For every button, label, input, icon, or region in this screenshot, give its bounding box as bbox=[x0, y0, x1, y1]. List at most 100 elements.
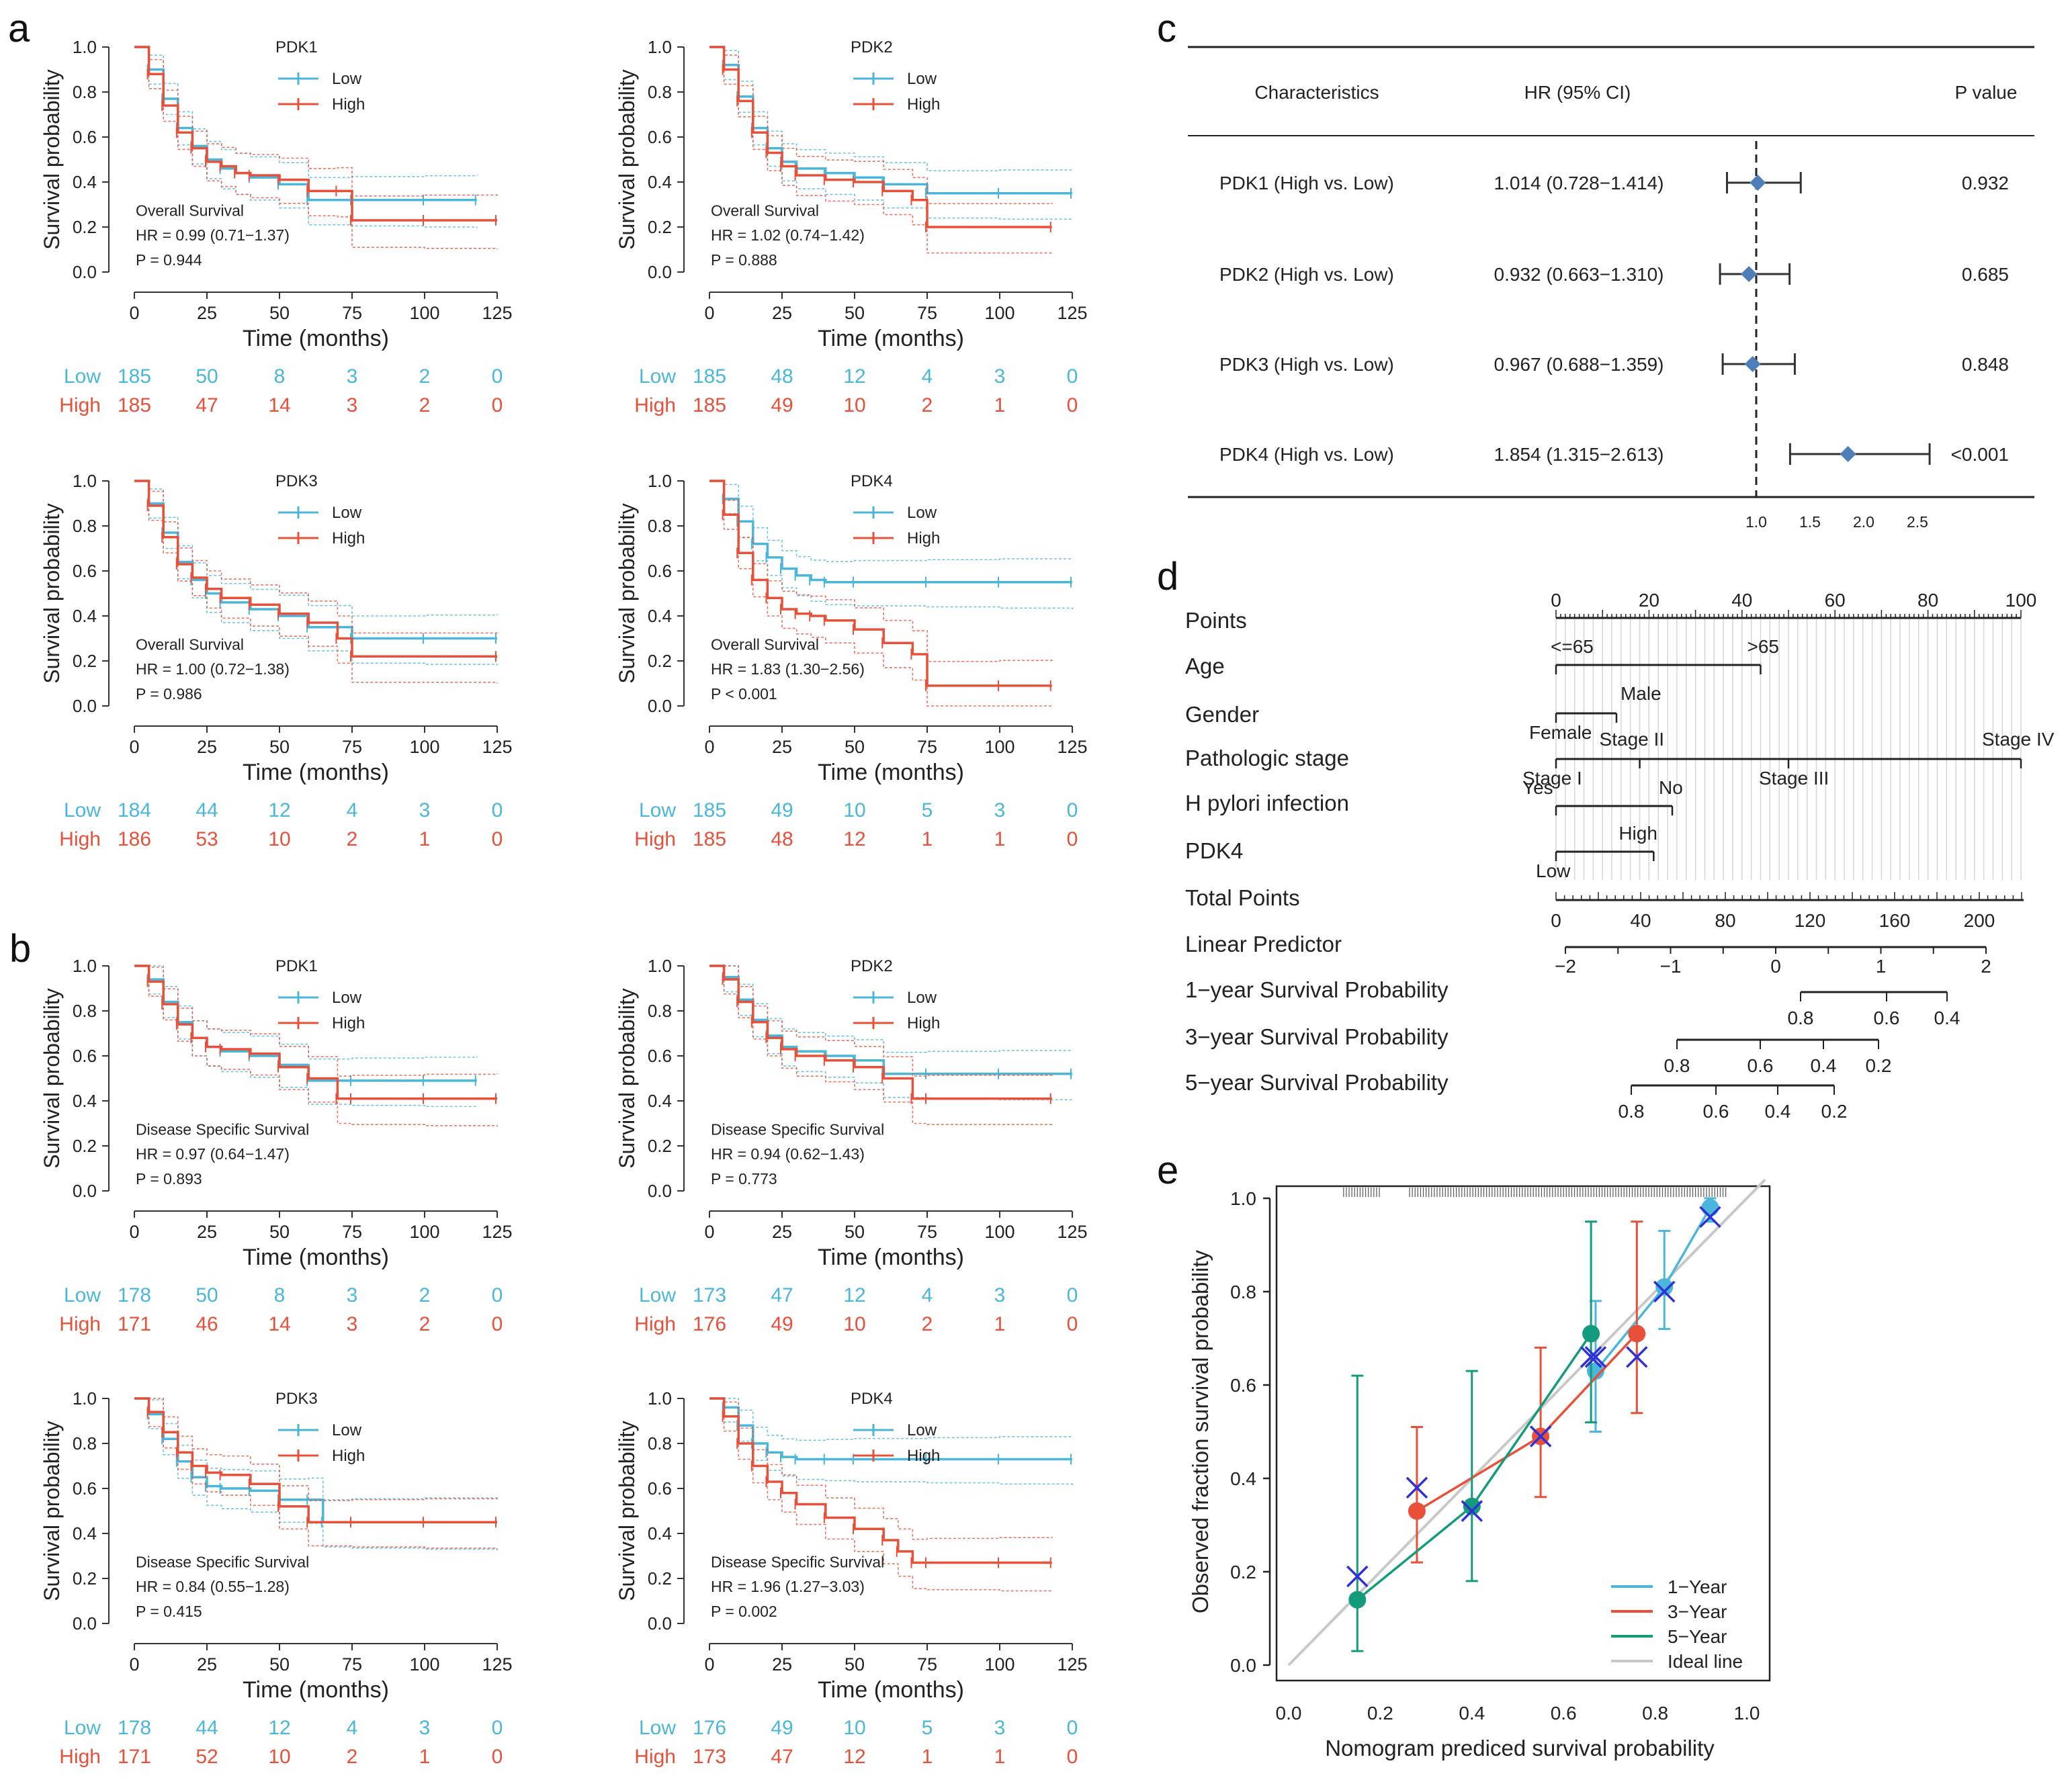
risk-count-high: 53 bbox=[196, 828, 218, 850]
survival-curve-high bbox=[709, 965, 1052, 1100]
ideal-line bbox=[1287, 1178, 1766, 1666]
y-tick-label: 0.4 bbox=[73, 172, 97, 192]
y-tick-label: 0.8 bbox=[648, 1433, 672, 1454]
risk-count-low: 49 bbox=[771, 799, 793, 821]
survival-curve-high bbox=[134, 46, 497, 222]
ci-lower-high bbox=[134, 46, 498, 250]
ci-upper-high bbox=[134, 965, 498, 1077]
km-plot-b-pdk1: 0.0 0.2 0.4 0.6 0.8 1.0 0 25 50 75 100 125 Time (mon… bbox=[40, 956, 513, 1335]
ci-upper-high bbox=[134, 1398, 498, 1501]
ci-upper-low bbox=[709, 965, 1073, 1053]
hr-point bbox=[1741, 266, 1758, 282]
risk-count-low: 12 bbox=[843, 365, 865, 388]
x-tick-label: 0.2 bbox=[1367, 1703, 1393, 1724]
x-axis-title: Time (months) bbox=[818, 1245, 964, 1270]
survival-curve-high bbox=[134, 1397, 497, 1523]
risk-count-high: 2 bbox=[347, 1746, 358, 1768]
survival-scale-label: 0.8 bbox=[1618, 1101, 1645, 1122]
x-tick-label: 25 bbox=[197, 1654, 217, 1675]
risk-table-low-label: Low bbox=[64, 1284, 101, 1306]
y-tick-label: 0.0 bbox=[73, 1181, 97, 1201]
row-label: PDK3 (High vs. Low) bbox=[1219, 354, 1394, 375]
bias-corrected-cross bbox=[1406, 1476, 1428, 1499]
ci-lower-high bbox=[709, 1398, 1053, 1593]
x-tick-label: 75 bbox=[917, 1654, 937, 1675]
points-tick-label: 80 bbox=[1917, 590, 1938, 611]
calibration-point-5-year bbox=[1582, 1325, 1600, 1343]
y-tick-label: 0.6 bbox=[648, 1046, 672, 1066]
y-axis-title: Survival probability bbox=[615, 69, 639, 250]
y-tick-label: 0.0 bbox=[648, 262, 672, 282]
risk-count-low: 0 bbox=[492, 1717, 503, 1739]
x-axis-title: Time (months) bbox=[818, 326, 964, 351]
survival-curve-low bbox=[709, 480, 1072, 584]
risk-count-low: 44 bbox=[196, 1717, 218, 1739]
risk-count-high: 12 bbox=[843, 828, 865, 850]
legend-label: 3−Year bbox=[1668, 1601, 1727, 1622]
risk-count-high: 1 bbox=[994, 828, 1006, 850]
survival-scale-label: 0.2 bbox=[1866, 1055, 1892, 1076]
calibration-point-1-year bbox=[1655, 1278, 1674, 1296]
x-tick-label: 25 bbox=[772, 1222, 792, 1242]
risk-count-high: 0 bbox=[492, 1313, 503, 1335]
x-tick-label: 75 bbox=[342, 303, 362, 323]
y-tick-label: 1.0 bbox=[73, 37, 97, 57]
points-tick-label: 0 bbox=[1551, 590, 1561, 611]
calibration-point-5-year bbox=[1463, 1497, 1481, 1515]
risk-count-low: 173 bbox=[693, 1284, 726, 1306]
risk-count-low: 3 bbox=[419, 799, 431, 821]
ci-lower-low bbox=[134, 1398, 498, 1551]
x-tick-label: 100 bbox=[409, 1222, 439, 1242]
survival-scale-label: 0.4 bbox=[1934, 1008, 1960, 1028]
survival-type-label: Overall Survival bbox=[136, 635, 244, 653]
y-tick-label: 0.6 bbox=[648, 127, 672, 147]
row-label: PDK2 (High vs. Low) bbox=[1219, 264, 1394, 285]
linear-predictor-tick-label: 2 bbox=[1981, 956, 1991, 977]
legend-label-high: High bbox=[332, 1447, 365, 1465]
y-axis-title: Survival probability bbox=[40, 503, 64, 684]
risk-count-high: 3 bbox=[347, 394, 358, 416]
survival-type-label: Disease Specific Survival bbox=[136, 1553, 309, 1570]
ci-lower-high bbox=[134, 480, 498, 684]
y-tick-label: 1.0 bbox=[648, 1388, 672, 1409]
y-tick-label: 0.8 bbox=[73, 82, 97, 102]
y-tick-label: 0.4 bbox=[648, 172, 672, 192]
row-p-value: 0.685 bbox=[1962, 264, 2009, 285]
risk-count-high: 10 bbox=[268, 1746, 290, 1768]
risk-count-low: 3 bbox=[419, 1717, 431, 1739]
risk-count-high: 2 bbox=[347, 828, 358, 850]
forest-plot: Characteristics HR (95% CI) P value PDK1 (H… bbox=[1188, 46, 2034, 531]
survival-type-label: Overall Survival bbox=[711, 202, 819, 219]
scale-level-label: Yes bbox=[1522, 777, 1553, 798]
risk-count-low: 12 bbox=[843, 1284, 865, 1306]
scale-level-label: Stage IV bbox=[1982, 729, 2055, 750]
x-tick-label: 25 bbox=[197, 1222, 217, 1242]
y-axis-title: Survival probability bbox=[615, 503, 639, 684]
risk-count-high: 10 bbox=[843, 1313, 865, 1335]
legend-label-high: High bbox=[907, 1014, 940, 1032]
risk-count-low: 178 bbox=[118, 1717, 151, 1739]
x-tick-label: 50 bbox=[269, 1654, 290, 1675]
forest-axis-tick: 2.0 bbox=[1853, 513, 1874, 531]
nomogram-row-label: Gender bbox=[1185, 702, 1259, 727]
ci-upper-high bbox=[709, 965, 1053, 1077]
legend-label: 1−Year bbox=[1668, 1576, 1727, 1597]
ci-lower-low bbox=[709, 1398, 1073, 1485]
ci-upper-low bbox=[709, 1398, 1073, 1441]
y-tick-label: 0.8 bbox=[648, 1001, 672, 1021]
risk-count-low: 185 bbox=[693, 365, 726, 388]
x-tick-label: 0 bbox=[129, 1654, 139, 1675]
legend-title: PDK4 bbox=[851, 1390, 893, 1408]
y-tick-label: 0.6 bbox=[73, 561, 97, 581]
survival-curve-high bbox=[709, 46, 1052, 228]
legend-label-high: High bbox=[907, 1447, 940, 1465]
row-p-value: <0.001 bbox=[1951, 444, 2009, 465]
y-tick-label: 1.0 bbox=[73, 956, 97, 976]
row-p-value: 0.848 bbox=[1962, 354, 2009, 375]
linear-predictor-tick-label: −2 bbox=[1555, 956, 1576, 977]
x-tick-label: 100 bbox=[409, 1654, 439, 1675]
risk-count-high: 1 bbox=[994, 394, 1006, 416]
y-tick-label: 0.8 bbox=[73, 1001, 97, 1021]
